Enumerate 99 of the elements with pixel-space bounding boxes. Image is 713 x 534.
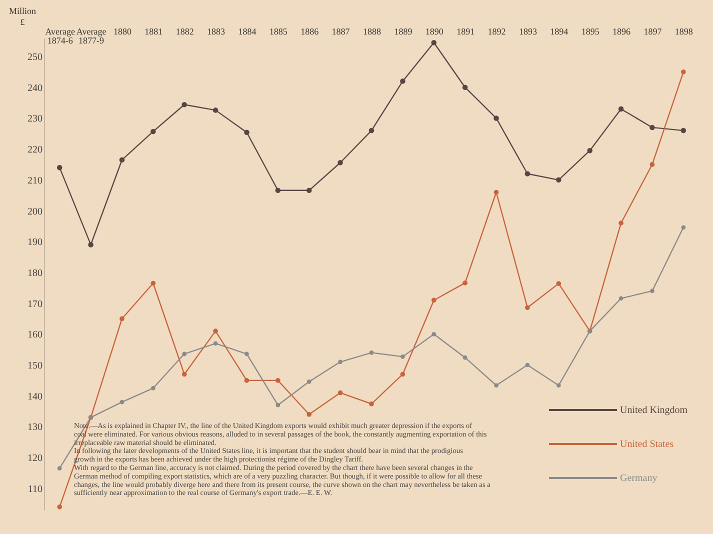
point <box>618 106 624 112</box>
point <box>306 188 312 194</box>
point <box>400 372 406 377</box>
point <box>182 372 187 377</box>
y-tick-label: 190 <box>28 237 42 248</box>
x-tick-label: 1880 <box>113 26 132 36</box>
point <box>525 305 530 310</box>
x-tick-label: 1887 <box>332 26 350 36</box>
x-tick-label: 1894 <box>550 26 569 36</box>
point <box>369 401 374 406</box>
x-tick-label: 1897 <box>644 26 662 36</box>
point <box>680 128 686 134</box>
text: United States <box>620 439 674 450</box>
text: United Kingdom <box>620 405 688 416</box>
y-tick-label: 130 <box>28 422 42 434</box>
point <box>88 242 94 248</box>
point <box>650 124 655 130</box>
point <box>587 148 592 154</box>
point <box>119 157 125 162</box>
point <box>494 116 499 121</box>
point <box>338 360 342 364</box>
x-tick-label: 1882 <box>176 26 194 36</box>
x-tick-label: 1889 <box>394 26 413 36</box>
x-tick-label: 1891 <box>456 26 475 36</box>
y-tick-label: 120 <box>28 453 42 464</box>
y-tick-label: 230 <box>28 114 42 125</box>
point <box>150 386 156 390</box>
point <box>244 352 249 356</box>
point <box>556 177 562 183</box>
point <box>213 341 218 346</box>
y-tick-label: 250 <box>28 52 42 64</box>
point <box>462 355 468 360</box>
point <box>431 40 437 46</box>
point <box>276 402 280 408</box>
x-tick-label: 1885 <box>269 26 288 36</box>
point <box>57 504 62 510</box>
point <box>120 400 124 404</box>
point <box>368 128 374 134</box>
point <box>432 332 436 336</box>
point <box>182 102 188 108</box>
point <box>400 78 406 84</box>
x-tick-label: 1884 <box>238 26 257 36</box>
text: Germany <box>620 473 658 484</box>
x-tick-label: 1898 <box>674 26 694 36</box>
point <box>56 164 62 170</box>
x-tick-label: 1883 <box>207 26 226 36</box>
x-tick-label: 1896 <box>612 26 632 36</box>
point <box>306 379 312 384</box>
y-tick-label: 140 <box>28 391 42 402</box>
x-tick-label: Average 1874-6 <box>45 26 76 46</box>
y-tick-label: 200 <box>28 206 42 218</box>
point <box>462 84 468 90</box>
point <box>650 162 655 167</box>
y-tick-label: 150 <box>28 360 42 372</box>
point <box>681 225 686 230</box>
point <box>212 108 218 113</box>
point <box>524 171 530 176</box>
point <box>618 296 624 301</box>
point <box>150 128 156 134</box>
y-axis-title: Million £ <box>8 6 36 27</box>
x-tick-label: 1892 <box>488 26 506 36</box>
point <box>150 280 156 286</box>
point <box>618 220 624 226</box>
point <box>57 466 62 471</box>
point <box>650 288 654 294</box>
point <box>556 383 561 388</box>
x-tick-label: 1886 <box>300 26 320 36</box>
x-tick-label: 1890 <box>425 26 444 36</box>
point <box>244 378 250 383</box>
point <box>276 378 280 383</box>
x-tick-label: 1881 <box>144 26 163 36</box>
point <box>462 280 468 286</box>
y-tick-label: 180 <box>28 268 42 279</box>
x-tick-label: 1895 <box>581 26 600 36</box>
y-tick-label: 170 <box>28 298 42 310</box>
y-tick-label: 210 <box>28 175 42 186</box>
point <box>213 328 218 334</box>
point <box>338 160 343 166</box>
point <box>369 350 374 355</box>
x-tick-label: 1888 <box>363 26 382 36</box>
point <box>338 390 343 396</box>
point <box>525 362 530 368</box>
y-tick-label: 220 <box>28 144 42 156</box>
point <box>400 354 405 359</box>
y-tick-label: 110 <box>28 484 42 495</box>
point <box>182 352 187 356</box>
point <box>494 383 498 388</box>
point <box>244 130 250 136</box>
point <box>431 298 436 303</box>
point <box>275 188 281 194</box>
point <box>556 281 562 286</box>
point <box>120 316 124 322</box>
point <box>306 412 312 417</box>
x-tick-label: Average 1877-9 <box>76 26 106 46</box>
x-tick-label: 1893 <box>518 26 538 36</box>
y-tick-label: 240 <box>28 82 42 94</box>
point <box>494 190 499 195</box>
point <box>680 70 686 74</box>
y-tick-label: 160 <box>28 330 42 341</box>
